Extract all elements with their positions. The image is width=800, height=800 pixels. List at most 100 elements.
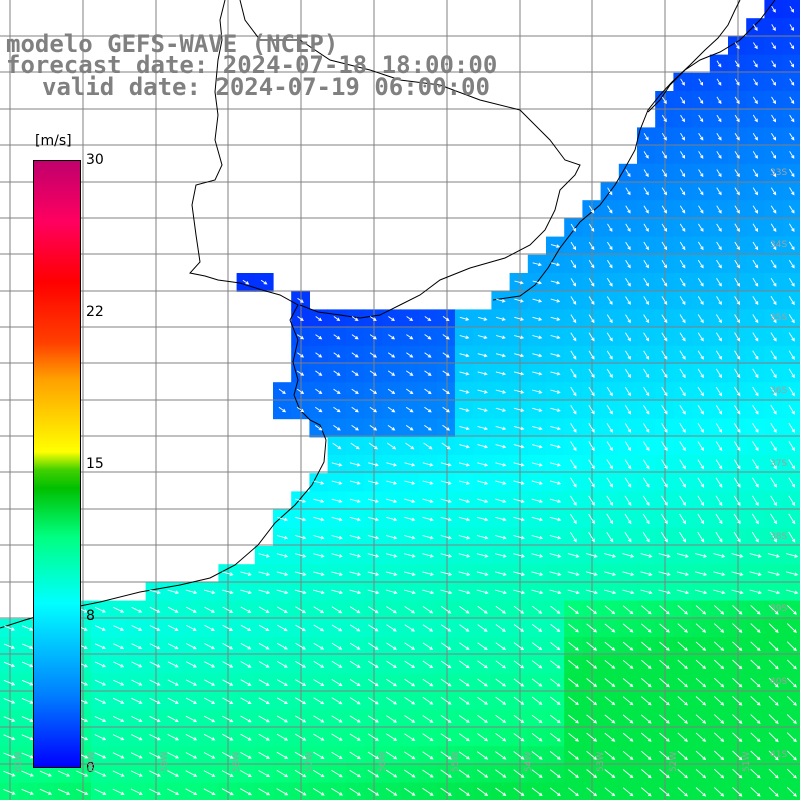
wind-arrow — [458, 462, 471, 467]
wind-arrow — [459, 371, 470, 376]
wind-cell — [600, 782, 620, 800]
wind-arrow — [422, 516, 434, 522]
wind-arrow — [333, 370, 341, 376]
wind-arrow — [495, 787, 507, 796]
wind-arrow — [549, 516, 562, 522]
wind-arrow — [713, 659, 725, 670]
wind-arrow — [495, 605, 506, 614]
wind-arrow — [369, 352, 377, 358]
wind-arrow — [276, 589, 289, 595]
wind-arrow — [368, 462, 379, 467]
wind-arrow — [642, 477, 650, 488]
wind-arrow — [368, 642, 379, 650]
wind-arrow — [367, 553, 380, 558]
wind-arrow — [203, 697, 216, 704]
wind-arrow — [640, 553, 653, 558]
wind-arrow — [643, 296, 650, 306]
wind-cell — [436, 782, 456, 800]
wind-arrow — [679, 423, 686, 433]
wind-arrow — [731, 589, 744, 595]
wind-arrow — [94, 661, 106, 668]
wind-arrow — [697, 531, 705, 543]
wind-arrow — [495, 696, 507, 705]
wind-arrow — [149, 697, 161, 704]
lon-label: 51W — [742, 751, 752, 772]
wind-arrow — [276, 661, 288, 668]
wind-arrow — [770, 350, 777, 360]
wind-arrow — [531, 425, 543, 431]
wind-arrow — [351, 316, 359, 322]
wind-arrow — [716, 96, 722, 105]
wind-arrow — [423, 442, 433, 450]
wind-arrow — [349, 516, 361, 522]
colorbar-unit: [m/s] — [35, 133, 72, 149]
wind-arrow — [643, 205, 649, 214]
wind-arrow — [770, 169, 777, 178]
wind-arrow — [586, 605, 598, 615]
wind-arrow — [749, 553, 762, 558]
lat-label: 38S — [770, 532, 788, 542]
wind-arrow — [768, 732, 779, 743]
wind-arrow — [185, 715, 198, 723]
wind-arrow — [789, 24, 794, 31]
wind-arrow — [258, 679, 270, 686]
wind-arrow — [732, 677, 743, 688]
wind-arrow — [715, 477, 723, 488]
wind-arrow — [167, 661, 179, 668]
wind-arrow — [477, 498, 489, 504]
wind-arrow — [750, 677, 761, 688]
wind-arrow — [770, 368, 777, 379]
wind-arrow — [661, 151, 667, 159]
wind-arrow — [477, 642, 488, 651]
wind-arrow — [240, 661, 252, 668]
wind-arrow — [440, 462, 452, 467]
wind-arrow — [185, 752, 198, 759]
wind-arrow — [295, 642, 306, 650]
wind-arrow — [149, 625, 161, 631]
wind-arrow — [697, 259, 704, 269]
wind-arrow — [550, 389, 561, 394]
wind-arrow — [185, 643, 197, 650]
wind-arrow — [404, 480, 416, 485]
wind-arrow — [659, 623, 670, 633]
wind-arrow — [476, 535, 489, 540]
wind-arrow — [788, 495, 796, 506]
wind-arrow — [440, 624, 452, 632]
wind-arrow — [677, 714, 688, 724]
wind-arrow — [786, 750, 797, 761]
wind-cell — [473, 782, 492, 800]
wind-arrow — [333, 334, 341, 340]
wind-arrow — [149, 770, 161, 777]
wind-arrow — [698, 169, 704, 178]
wind-arrow — [222, 571, 234, 576]
wind-arrow — [695, 641, 707, 651]
wind-arrow — [258, 642, 270, 650]
wind-arrow — [643, 404, 650, 415]
wind-arrow — [694, 571, 708, 576]
wind-arrow — [770, 477, 777, 488]
wind-arrow — [313, 480, 325, 485]
wind-arrow — [771, 5, 776, 13]
wind-cell — [782, 618, 800, 638]
wind-arrow — [331, 751, 343, 759]
wind-arrow — [422, 498, 434, 504]
wind-arrow — [588, 350, 595, 360]
wind-cell — [782, 764, 800, 784]
wind-arrow — [771, 96, 777, 105]
wind-arrow — [513, 714, 525, 724]
wind-cell — [782, 728, 800, 747]
wind-arrow — [531, 660, 543, 669]
wind-arrow — [733, 423, 741, 433]
wind-arrow — [549, 462, 561, 467]
wind-cell — [782, 182, 800, 201]
wind-arrow — [404, 678, 416, 687]
wind-cell — [782, 473, 800, 492]
wind-arrow — [406, 352, 414, 358]
wind-arrow — [752, 187, 759, 196]
wind-cell — [782, 109, 800, 128]
wind-arrow — [698, 223, 704, 232]
wind-arrow — [113, 625, 125, 631]
lat-label: 33S — [770, 168, 788, 178]
wind-cell — [782, 91, 800, 110]
wind-arrow — [495, 316, 506, 321]
